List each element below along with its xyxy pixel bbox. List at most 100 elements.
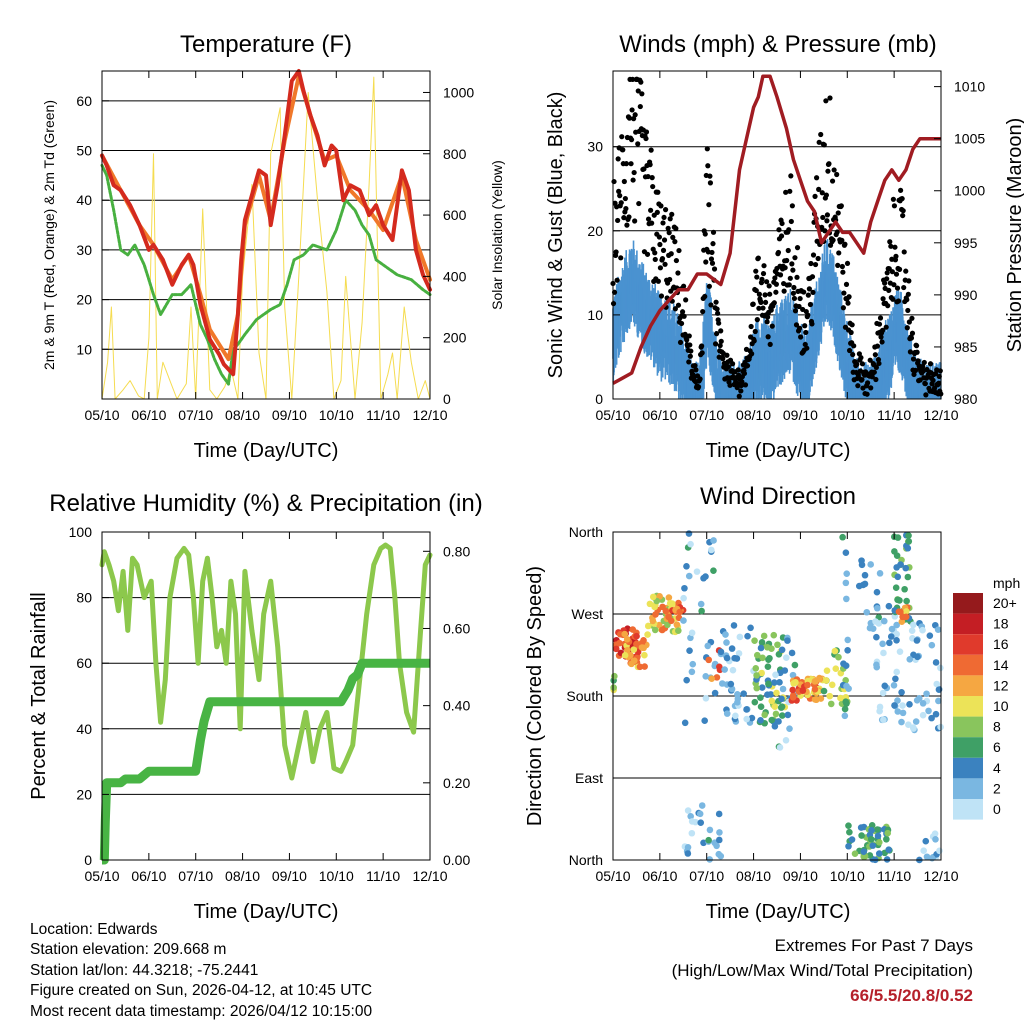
gust-dot — [922, 381, 928, 387]
gust-dot — [611, 178, 617, 185]
gust-dot — [649, 174, 655, 181]
gust-dot — [778, 233, 785, 239]
direction-dot — [933, 680, 941, 688]
speed-colorbar: mph 20+ 18 16 14 12 10 8 6 4 2 0 — [953, 575, 1020, 820]
direction-dot — [684, 850, 692, 857]
direction-dot — [845, 842, 852, 850]
direction-dot — [931, 830, 939, 837]
direction-dot — [912, 718, 920, 725]
y-tick-right-label: 1005 — [954, 131, 985, 147]
y-tick-label: 30 — [76, 242, 92, 258]
gust-dot — [921, 359, 927, 366]
x-tick-label: 05/10 — [595, 407, 630, 423]
direction-dot — [687, 540, 694, 548]
gust-dot — [904, 325, 910, 331]
direction-dot — [683, 676, 690, 684]
direction-dot — [727, 680, 735, 688]
direction-dot — [675, 627, 682, 634]
gust-dot — [714, 331, 720, 337]
gust-dot — [787, 188, 793, 194]
gust-dot — [909, 315, 915, 321]
gust-dot — [766, 283, 772, 289]
winds-y-label-right: Station Pressure (Maroon) — [1004, 118, 1024, 353]
direction-dot — [687, 812, 694, 820]
direction-dot — [919, 711, 927, 719]
gust-dot — [812, 261, 819, 268]
direction-dot — [640, 644, 647, 652]
gust-dot — [624, 222, 630, 228]
gust-dot — [672, 306, 678, 312]
direction-dot — [926, 632, 934, 639]
colorbar-swatch — [953, 778, 983, 799]
gust-dot — [744, 363, 751, 369]
direction-dot — [920, 847, 927, 854]
colorbar-label: 18 — [993, 616, 1009, 632]
series-line-2m-td — [100, 163, 432, 386]
direction-dot — [736, 633, 744, 641]
direction-dot — [747, 624, 754, 632]
series-line-solar-insolation — [101, 76, 431, 400]
direction-dot — [772, 710, 780, 718]
direction-dot — [811, 696, 819, 703]
direction-dot — [842, 549, 850, 556]
gust-dot — [735, 367, 741, 373]
gust-dot — [820, 214, 826, 221]
gust-dot — [666, 230, 672, 236]
gust-dot — [834, 229, 840, 235]
direction-dot — [902, 564, 909, 572]
colorbar-swatch — [953, 737, 983, 758]
extremes-values: 66/5.5/20.8/0.52 — [850, 986, 973, 1005]
gust-dot — [876, 360, 882, 367]
direction-dot — [909, 621, 917, 629]
direction-dot — [772, 671, 779, 679]
direction-dot — [708, 675, 716, 682]
x-tick-label: 05/10 — [595, 868, 630, 884]
direction-dot — [842, 677, 849, 684]
gust-dot — [658, 203, 664, 209]
gust-dot — [621, 178, 627, 185]
y-tick-label: 30 — [587, 139, 603, 155]
direction-dot — [730, 622, 738, 629]
gust-dot — [786, 227, 792, 233]
x-tick-label: 09/10 — [783, 868, 818, 884]
gust-dot — [718, 338, 724, 344]
temperature-series — [100, 69, 432, 400]
gust-dot — [661, 214, 667, 221]
gust-dot — [839, 263, 845, 270]
y-tick-right-label: 400 — [443, 268, 467, 284]
gust-dot — [662, 207, 669, 213]
direction-dot — [685, 530, 693, 537]
direction-dot — [723, 639, 730, 646]
gust-dot — [899, 196, 905, 202]
gust-dot — [710, 241, 716, 247]
gust-dot — [629, 107, 635, 113]
gust-dot — [840, 305, 846, 311]
gust-dot — [809, 274, 816, 280]
x-tick-label: 12/10 — [923, 407, 958, 423]
direction-dot — [697, 600, 705, 608]
direction-dot — [758, 684, 766, 691]
direction-dot — [893, 668, 901, 676]
gust-dot — [792, 308, 799, 314]
gust-dot — [697, 376, 703, 382]
gust-dot — [711, 266, 718, 272]
gust-dot — [783, 189, 789, 195]
gust-dot — [652, 256, 658, 263]
x-tick-label: 07/10 — [178, 407, 213, 423]
direction-dot — [935, 697, 942, 705]
x-tick-label: 09/10 — [272, 407, 307, 423]
gust-dot — [673, 257, 679, 264]
gust-dot — [667, 276, 673, 283]
gust-dot — [787, 275, 793, 281]
gust-dot — [630, 177, 636, 183]
gust-dot — [717, 342, 723, 349]
gust-dot — [760, 270, 767, 277]
direction-dot — [835, 653, 842, 661]
gust-dot — [762, 292, 768, 298]
direction-dot — [710, 537, 717, 544]
direction-dot — [868, 822, 876, 829]
direction-dot — [893, 630, 900, 638]
direction-dot — [693, 568, 701, 575]
direction-dot — [923, 690, 930, 698]
direction-dot — [757, 644, 765, 652]
